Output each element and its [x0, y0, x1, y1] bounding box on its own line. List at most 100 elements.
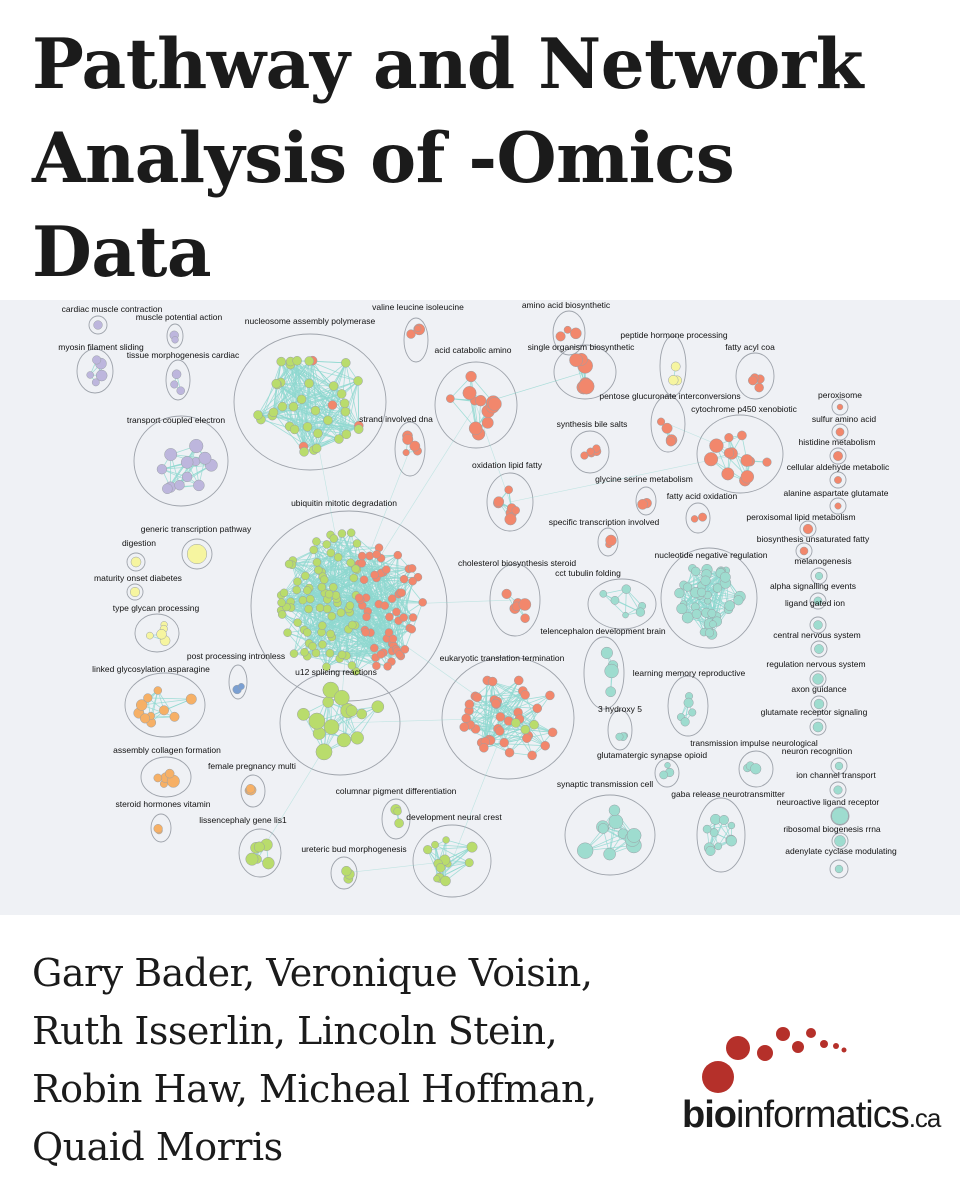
cluster-outline: [250, 510, 448, 702]
network-node: [329, 582, 338, 592]
network-node: [555, 331, 566, 342]
cluster-label: biosynthesis unsaturated fatty: [757, 534, 870, 544]
cluster-outline: [140, 756, 192, 798]
network-edge: [374, 574, 406, 650]
cluster-label: glycine serine metabolism: [595, 474, 693, 484]
cluster-label: assembly collagen formation: [113, 745, 221, 755]
network-node: [481, 416, 494, 429]
network-edge: [296, 360, 302, 400]
cluster-label: neuron recognition: [782, 746, 853, 756]
bioinformatics-logo: bioinformatics.ca: [676, 1020, 941, 1150]
network-edge: [492, 681, 538, 709]
network-node: [135, 699, 148, 711]
network-node: [174, 480, 185, 491]
network-edge: [289, 563, 387, 571]
cluster-outline: [829, 859, 849, 879]
network-edge: [695, 571, 729, 610]
network-node: [169, 711, 180, 722]
author-line-3: Robin Haw, Micheal Hoffman,: [32, 1067, 597, 1111]
cluster-label: ligand gated ion: [785, 598, 845, 608]
network-node: [527, 750, 537, 761]
cluster-outline: [441, 656, 575, 780]
network-node: [153, 824, 163, 834]
network-node: [762, 457, 772, 467]
network-node: [292, 355, 302, 366]
network-edge: [500, 716, 510, 753]
network-node: [683, 582, 693, 592]
network-node: [495, 712, 506, 722]
network-node: [253, 841, 265, 853]
network-node: [383, 662, 392, 671]
network-node: [245, 784, 256, 794]
cluster-outline: [489, 563, 541, 637]
network-node: [372, 550, 381, 559]
cluster-outline: [654, 758, 680, 788]
network-node: [812, 673, 824, 685]
cluster-label: digestion: [122, 538, 156, 548]
network-node: [464, 858, 474, 868]
network-node: [311, 648, 321, 658]
cluster-label: cellular aldehyde metabolic: [787, 462, 890, 472]
network-node: [799, 546, 809, 556]
network-edge: [303, 385, 334, 447]
network-node: [353, 424, 364, 434]
network-node: [357, 551, 367, 561]
network-node: [385, 612, 394, 622]
network-node: [520, 613, 530, 623]
network-node: [395, 650, 404, 659]
network-node: [245, 852, 259, 866]
network-node: [317, 582, 327, 592]
network-node: [472, 692, 482, 703]
cluster-link: [451, 717, 509, 862]
cluster-outline: [553, 344, 617, 400]
network-node: [464, 699, 475, 710]
network-node: [423, 845, 433, 855]
network-node: [129, 586, 141, 598]
network-node: [406, 329, 416, 339]
network-edge: [499, 694, 526, 732]
cluster-label: cct tubulin folding: [555, 568, 621, 578]
network-nodes: [86, 320, 849, 887]
cluster-label: 3 hydroxy 5: [598, 704, 642, 714]
cluster-outline: [88, 315, 108, 335]
network-node: [95, 369, 108, 382]
network-node: [164, 768, 175, 779]
network-node: [462, 386, 477, 400]
title-line-1: Pathway and Network: [32, 24, 864, 105]
cluster-outline: [795, 542, 813, 560]
network-node: [198, 451, 212, 465]
network-node: [302, 422, 313, 432]
cluster-outline: [660, 547, 758, 649]
cluster-label: fatty acyl coa: [725, 342, 775, 352]
network-node: [700, 575, 711, 586]
network-node: [603, 847, 616, 861]
network-node: [691, 566, 701, 577]
network-node: [670, 361, 681, 372]
network-node: [349, 573, 358, 583]
cluster-label: alpha signalling events: [770, 581, 856, 591]
network-node: [345, 704, 358, 717]
cluster-outline: [126, 552, 146, 572]
network-node: [833, 451, 843, 461]
network-node: [303, 586, 312, 595]
network-node: [315, 743, 333, 761]
cluster-outline: [685, 502, 711, 534]
network-node: [399, 613, 408, 622]
network-edge: [492, 681, 517, 724]
network-node: [323, 604, 332, 614]
network-node: [340, 406, 351, 417]
network-node: [162, 483, 173, 494]
network-node: [300, 647, 309, 657]
network-node: [814, 644, 824, 654]
cluster-label: amino acid biosynthetic: [522, 300, 611, 310]
network-node: [615, 732, 624, 741]
network-node: [310, 405, 321, 416]
cluster-outline: [166, 323, 184, 349]
network-node: [802, 523, 814, 535]
network-node: [293, 618, 302, 627]
cluster-label: adenylate cyclase modulating: [785, 846, 897, 856]
cluster-outline: [799, 520, 817, 538]
cluster-label: u12 splicing reactions: [295, 667, 377, 677]
network-node: [680, 717, 690, 727]
cluster-link: [475, 404, 511, 503]
